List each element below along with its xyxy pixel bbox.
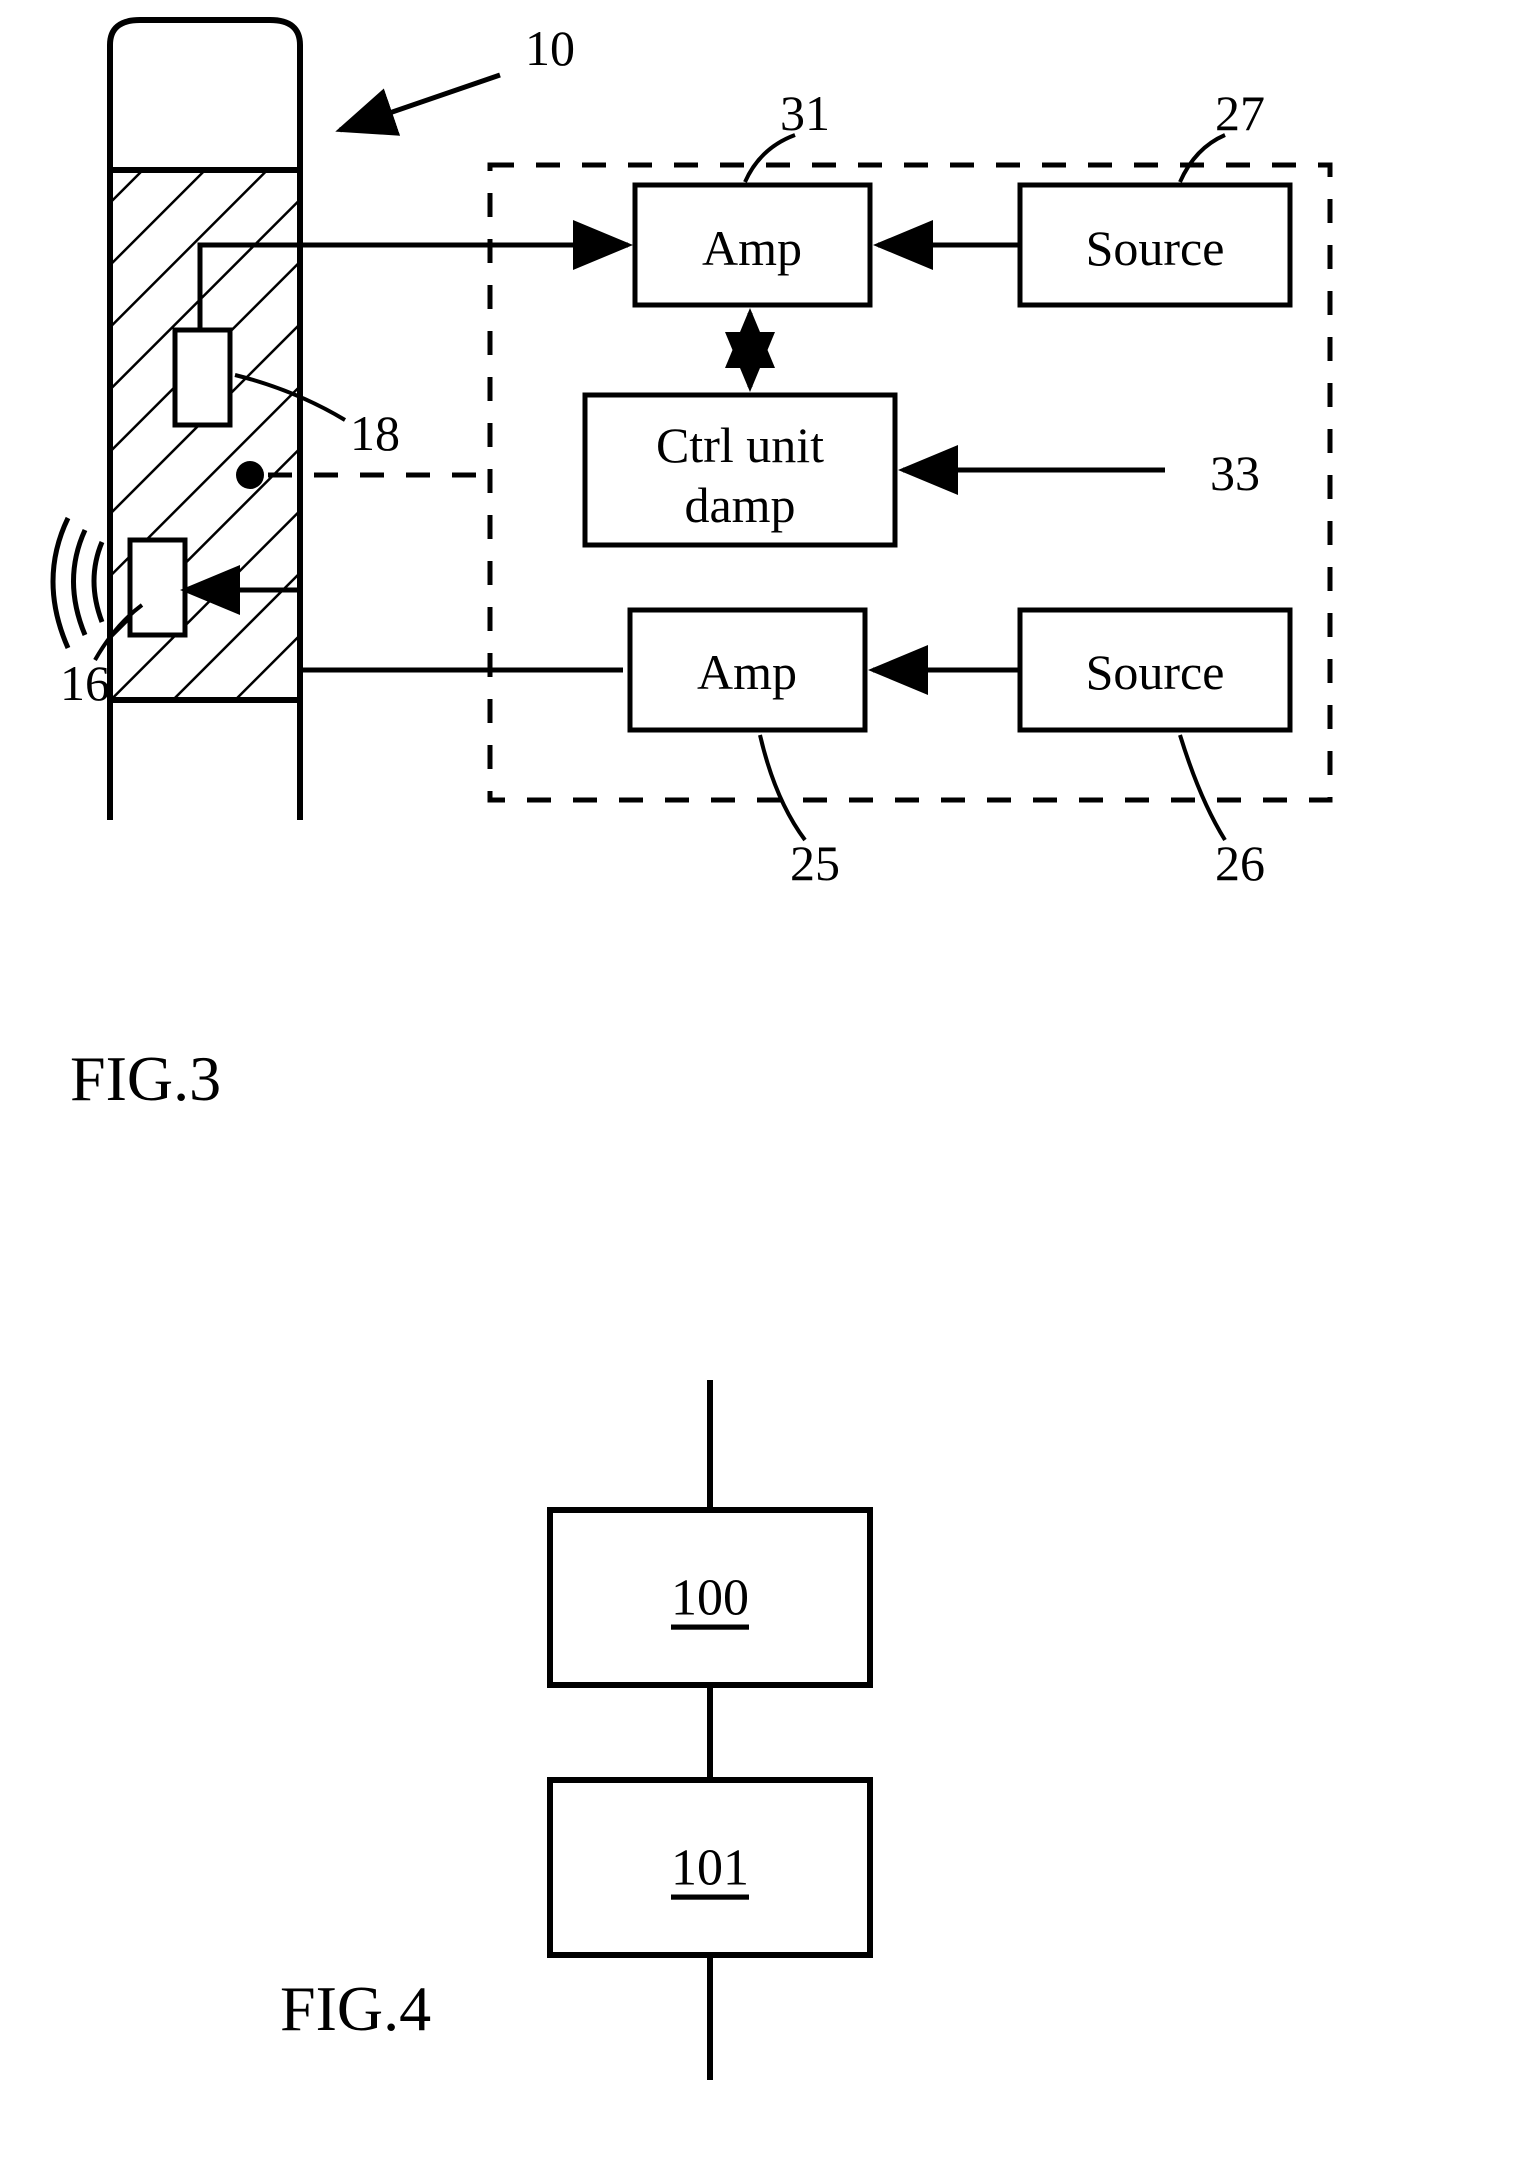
fig3-label: FIG.3 <box>70 1043 221 1114</box>
callout-27: 27 <box>1215 85 1265 141</box>
inner-block-18 <box>175 330 230 425</box>
fig4-101-text: 101 <box>671 1840 749 1897</box>
inner-block-16 <box>130 540 185 635</box>
callout-10: 10 <box>525 20 575 76</box>
callout-25: 25 <box>790 835 840 891</box>
ctrl-unit-text-2: damp <box>684 477 795 533</box>
callout-18: 18 <box>350 405 400 461</box>
amp-bottom-text: Amp <box>697 644 797 700</box>
leader-10 <box>340 75 500 130</box>
ctrl-unit-text-1: Ctrl unit <box>656 417 824 473</box>
callout-16: 16 <box>60 655 110 711</box>
callout-26: 26 <box>1215 835 1265 891</box>
diagram-svg: Amp Source Ctrl unit damp Amp Source <box>0 0 1522 2165</box>
diagram-container: Amp Source Ctrl unit damp Amp Source <box>0 0 1522 2165</box>
callout-33: 33 <box>1210 445 1260 501</box>
sensor-dot <box>236 461 264 489</box>
leader-31 <box>745 135 795 182</box>
callout-31: 31 <box>780 85 830 141</box>
amp-top-text: Amp <box>702 220 802 276</box>
fig4-100-text: 100 <box>671 1570 749 1627</box>
leader-25 <box>760 735 805 840</box>
source-top-text: Source <box>1086 220 1225 276</box>
source-bottom-text: Source <box>1086 644 1225 700</box>
fig4-label: FIG.4 <box>280 1973 431 2044</box>
leader-27 <box>1180 135 1225 182</box>
leader-26 <box>1180 735 1225 840</box>
